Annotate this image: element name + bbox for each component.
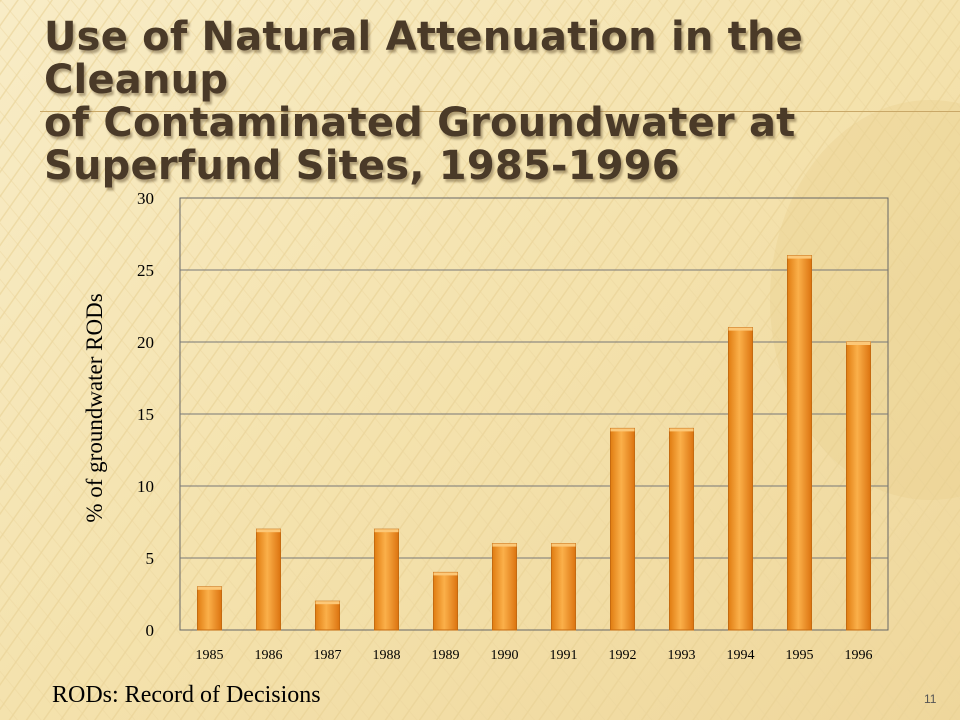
y-tick-label: 20 (137, 333, 154, 352)
x-tick-label: 1990 (491, 648, 519, 663)
bar-highlight (551, 543, 576, 547)
y-tick-label: 30 (137, 189, 154, 208)
grid-lines (180, 269, 888, 559)
x-tick-label: 1996 (845, 648, 873, 663)
y-tick-label: 10 (137, 477, 154, 496)
title-line-3: Superfund Sites, 1985-1996 (44, 143, 680, 189)
footnote: RODs: Record of Decisions (52, 682, 321, 708)
y-tick-label: 25 (137, 261, 154, 280)
slide-number: 11 (924, 692, 937, 706)
bar-highlight (256, 529, 281, 533)
y-tick-label: 5 (146, 549, 155, 568)
title-line-2: of Contaminated Groundwater at (44, 100, 796, 146)
x-tick-label: 1989 (432, 648, 460, 663)
bar-highlight (610, 428, 635, 432)
x-tick-label: 1992 (609, 648, 637, 663)
x-tick-label: 1993 (668, 648, 696, 663)
bar (669, 427, 694, 631)
bar (315, 600, 340, 631)
bar (846, 341, 871, 631)
x-tick-label: 1985 (196, 648, 224, 663)
bar (374, 528, 399, 631)
title-divider (40, 111, 960, 112)
bar-highlight (492, 543, 517, 547)
bar-highlight (315, 601, 340, 605)
bar-highlight (846, 342, 871, 345)
bar-highlight (669, 428, 694, 432)
x-tick-label: 1988 (373, 648, 401, 663)
x-tick-labels: 1985 1986 1987 1988 1989 1990 1991 1992 1993 1994… (196, 648, 873, 663)
bar (787, 255, 812, 631)
slide-title: Use of Natural Attenuation in the Cleanu… (44, 16, 924, 188)
bar-highlight (433, 572, 458, 576)
bar (728, 327, 753, 631)
title-line-1: Use of Natural Attenuation in the Cleanu… (44, 14, 804, 103)
bar (492, 543, 517, 631)
y-axis-label: % of groundwater RODs (82, 293, 107, 522)
x-tick-label: 1986 (255, 648, 283, 663)
bar-highlight (787, 255, 812, 259)
bar (197, 586, 222, 631)
bar (551, 543, 576, 631)
x-tick-label: 1994 (727, 648, 755, 663)
bar-highlight (374, 529, 399, 533)
bar (610, 427, 635, 631)
x-tick-label: 1995 (786, 648, 814, 663)
bar-highlight (197, 586, 222, 590)
x-tick-label: 1987 (314, 648, 342, 663)
y-tick-label: 15 (137, 405, 154, 424)
bar-highlight (728, 327, 753, 331)
x-tick-label: 1991 (550, 648, 578, 663)
bar (433, 571, 458, 631)
y-tick-labels: 0 5 10 15 20 25 30 (137, 189, 154, 640)
bars (197, 255, 871, 631)
y-tick-label: 0 (146, 621, 155, 640)
bar (256, 528, 281, 631)
